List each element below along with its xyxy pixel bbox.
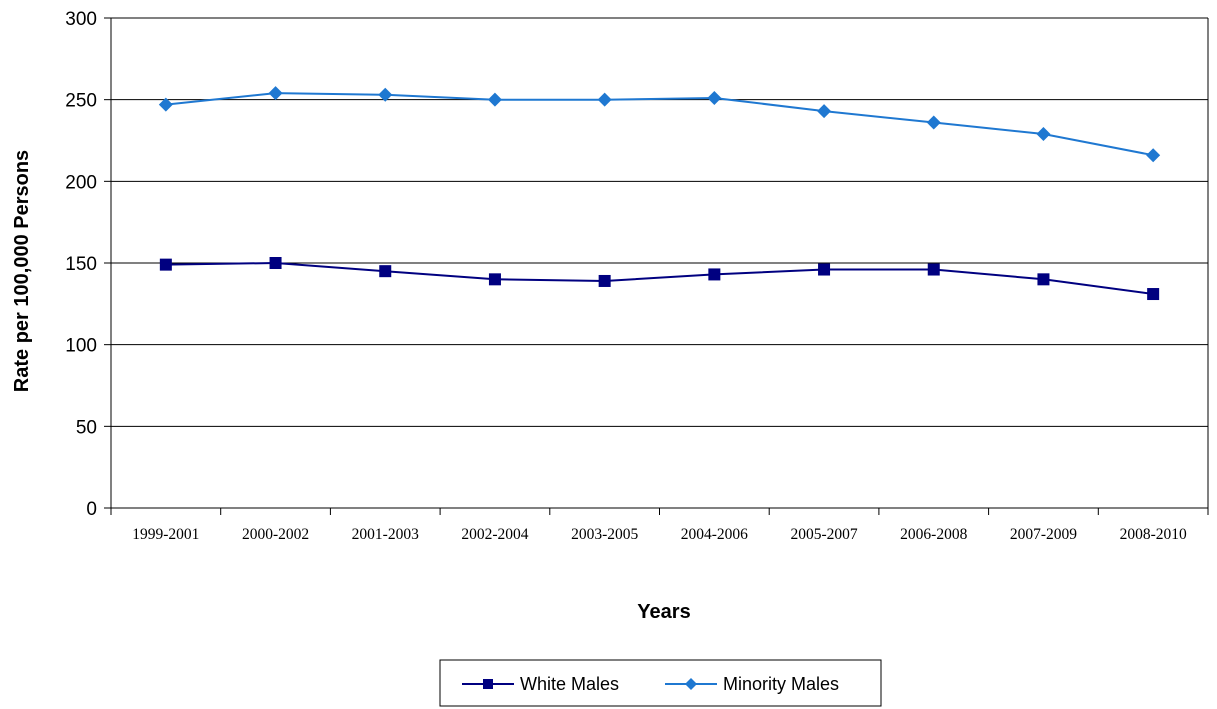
data-point-minority-males: [268, 86, 283, 101]
x-tick-label: 2002-2004: [461, 526, 528, 543]
x-axis-title: Years: [637, 601, 690, 623]
data-point-white-males: [818, 263, 831, 276]
data-point-white-males: [488, 273, 501, 286]
x-tick-label: 1999-2001: [132, 526, 199, 543]
data-point-minority-males: [378, 87, 393, 102]
y-tick-label: 150: [65, 254, 97, 275]
data-point-minority-males: [597, 92, 612, 107]
data-point-minority-males: [926, 115, 941, 130]
axes: [104, 17, 1209, 515]
data-point-white-males: [708, 268, 721, 281]
data-point-white-males: [927, 263, 940, 276]
y-tick-labels: 0 50 100 150 200 250 300: [65, 9, 97, 520]
x-tick-label: 2001-2003: [352, 526, 419, 543]
legend-marker-white-males: [483, 679, 493, 689]
data-point-white-males: [159, 258, 172, 271]
series: [158, 86, 1161, 301]
x-tick-label: 2006-2008: [900, 526, 967, 543]
y-tick-label: 300: [65, 9, 97, 30]
legend-label-white-males: White Males: [520, 674, 619, 694]
x-tick-label: 2000-2002: [242, 526, 309, 543]
data-point-minority-males: [487, 92, 502, 107]
gridlines: [111, 17, 1208, 427]
y-tick-label: 200: [65, 172, 97, 193]
y-tick-label: 250: [65, 91, 97, 112]
x-tick-label: 2004-2006: [681, 526, 748, 543]
data-point-minority-males: [1036, 126, 1051, 141]
data-point-minority-males: [817, 104, 832, 119]
data-point-minority-males: [158, 97, 173, 112]
data-point-white-males: [1147, 288, 1160, 301]
data-point-white-males: [269, 257, 282, 269]
data-point-white-males: [598, 274, 611, 287]
x-tick-label: 2008-2010: [1120, 526, 1187, 543]
legend-label-minority-males: Minority Males: [723, 674, 839, 694]
y-tick-label: 100: [65, 336, 97, 357]
legend-marker-minority-males: [685, 678, 697, 690]
legend: White Males Minority Males: [439, 659, 882, 707]
data-point-white-males: [379, 265, 392, 278]
y-tick-label: 0: [86, 499, 97, 520]
x-tick-label: 2003-2005: [571, 526, 638, 543]
x-tick-label: 2007-2009: [1010, 526, 1077, 543]
y-axis-title: Rate per 100,000 Persons: [11, 150, 33, 392]
data-point-white-males: [1037, 273, 1050, 286]
data-point-minority-males: [707, 91, 722, 106]
series-line-minority-males: [165, 92, 1154, 157]
y-tick-label: 50: [76, 417, 97, 438]
x-tick-label: 2005-2007: [790, 526, 857, 543]
data-point-minority-males: [1146, 148, 1161, 163]
x-tick-labels: 1999-2001 2000-2002 2001-2003 2002-2004 2003…: [132, 526, 1187, 543]
series-line-white-males: [165, 261, 1154, 295]
